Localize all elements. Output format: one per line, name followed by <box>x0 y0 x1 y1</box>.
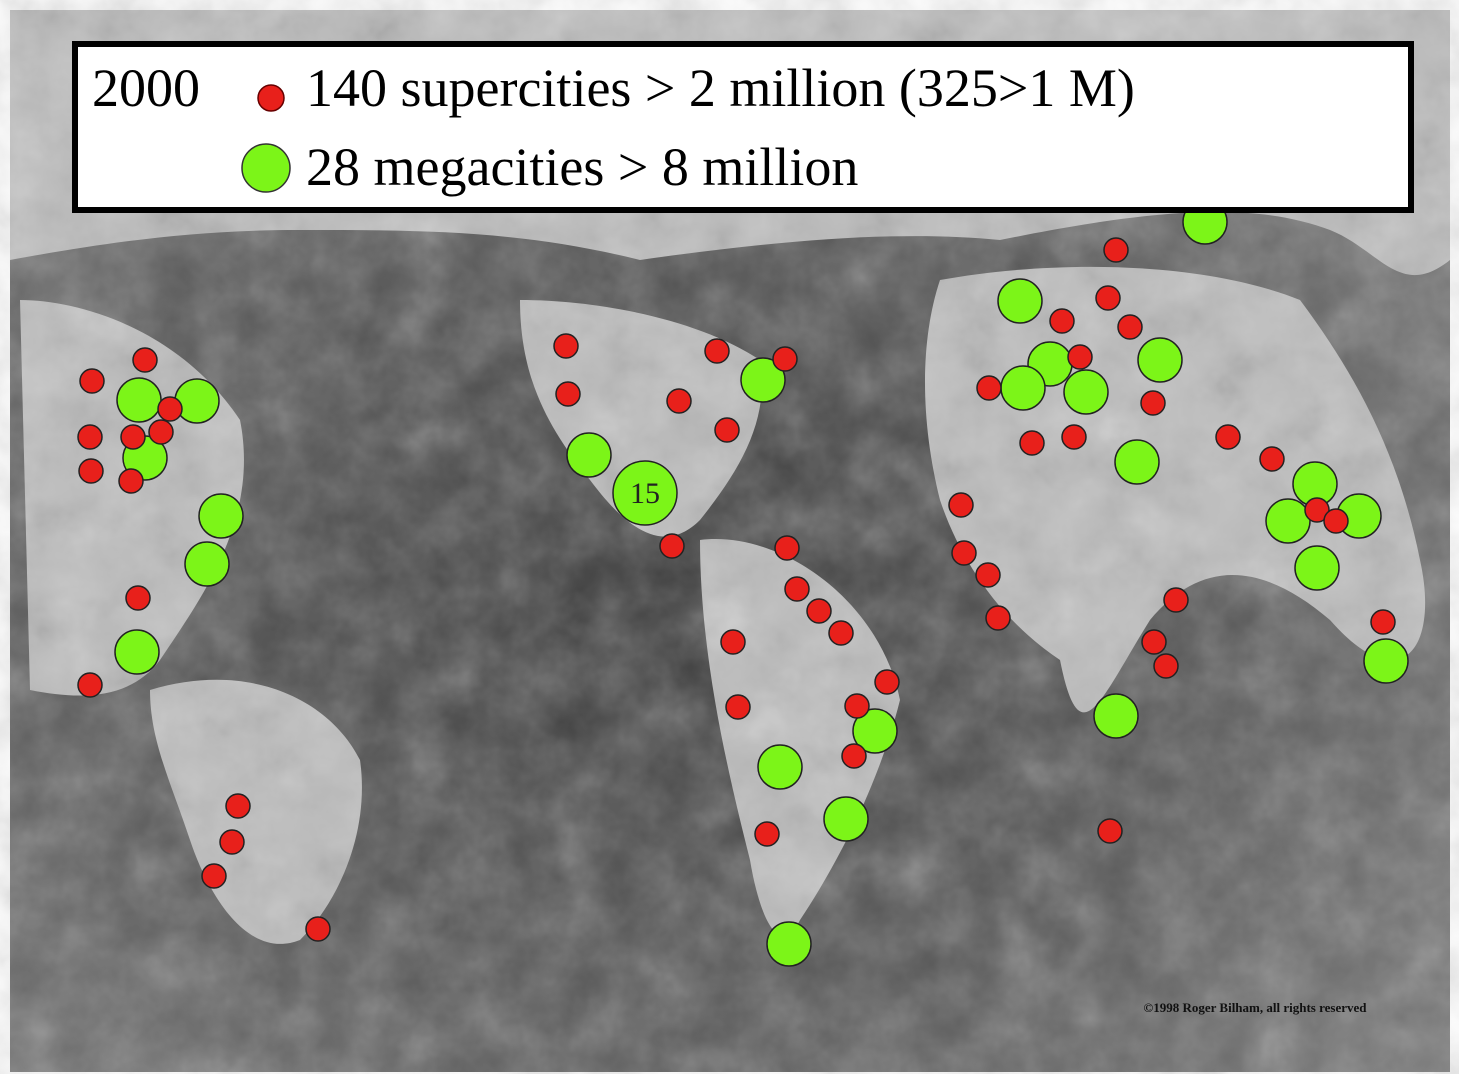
supercity <box>79 459 103 483</box>
supercity <box>667 389 691 413</box>
legend-year: 2000 <box>92 58 200 118</box>
supercity <box>556 382 580 406</box>
supercity <box>721 630 745 654</box>
supercity <box>952 541 976 565</box>
supercity <box>226 794 250 818</box>
supercity <box>1164 588 1188 612</box>
supercity <box>829 621 853 645</box>
supercity <box>842 744 866 768</box>
supercity <box>845 694 869 718</box>
supercity <box>949 493 973 517</box>
supercity <box>986 606 1010 630</box>
supercity <box>220 830 244 854</box>
megacity <box>824 797 868 841</box>
legend-megacities: 28 megacities > 8 million <box>306 137 858 197</box>
supercity <box>807 599 831 623</box>
megacity <box>1295 546 1339 590</box>
supercity <box>119 469 143 493</box>
megacity <box>758 745 802 789</box>
supercity <box>1216 425 1240 449</box>
legend: 2000 140 supercities > 2 million (325>1 … <box>75 44 1411 210</box>
megacity <box>1266 499 1310 543</box>
supercity <box>660 534 684 558</box>
supercity <box>1142 630 1166 654</box>
megacity <box>1094 694 1138 738</box>
supercity <box>705 339 729 363</box>
supercity <box>121 425 145 449</box>
megacity <box>115 630 159 674</box>
supercity <box>80 369 104 393</box>
supercity <box>977 376 1001 400</box>
supercity <box>775 536 799 560</box>
supercity <box>554 334 578 358</box>
supercity <box>1371 610 1395 634</box>
supercity <box>1118 315 1142 339</box>
page: {"legend":{"year":"2000","supercities":"… <box>0 0 1459 1074</box>
copyright: ©1998 Roger Bilham, all rights reserved <box>1144 1000 1368 1015</box>
supercity <box>726 695 750 719</box>
supercity <box>773 347 797 371</box>
supercity <box>1324 509 1348 533</box>
megacity <box>1001 366 1045 410</box>
megacity <box>117 378 161 422</box>
megacity <box>1364 639 1408 683</box>
marker-label: 15 <box>630 477 660 510</box>
legend-supercities: 140 supercities > 2 million (325>1 M) <box>306 58 1135 118</box>
supercity <box>875 670 899 694</box>
megacity <box>185 542 229 586</box>
supercity <box>202 864 226 888</box>
supercity <box>78 425 102 449</box>
supercity <box>976 563 1000 587</box>
supercity <box>1096 286 1120 310</box>
supercity <box>1104 238 1128 262</box>
megacity <box>1064 370 1108 414</box>
supercity <box>1020 431 1044 455</box>
megacity <box>175 379 219 423</box>
megacity <box>199 494 243 538</box>
supercity <box>78 673 102 697</box>
megacity <box>1138 338 1182 382</box>
supercity <box>306 917 330 941</box>
supercity <box>1260 447 1284 471</box>
supercity <box>1098 819 1122 843</box>
megacity <box>998 279 1042 323</box>
supercity <box>755 822 779 846</box>
legend-green-dot <box>242 144 290 192</box>
legend-red-dot <box>258 85 284 111</box>
supercity <box>1154 654 1178 678</box>
supercity <box>785 577 809 601</box>
supercity <box>158 397 182 421</box>
map-figure: 15 ©1998 Roger Bilham, all rights reserv… <box>0 0 1459 1074</box>
supercity <box>1050 309 1074 333</box>
megacity <box>1115 440 1159 484</box>
supercity <box>1141 391 1165 415</box>
supercity <box>1068 345 1092 369</box>
supercity <box>126 586 150 610</box>
supercity <box>149 420 173 444</box>
supercity <box>1062 425 1086 449</box>
supercity <box>715 418 739 442</box>
megacity <box>567 433 611 477</box>
supercity <box>133 348 157 372</box>
megacity <box>767 922 811 966</box>
